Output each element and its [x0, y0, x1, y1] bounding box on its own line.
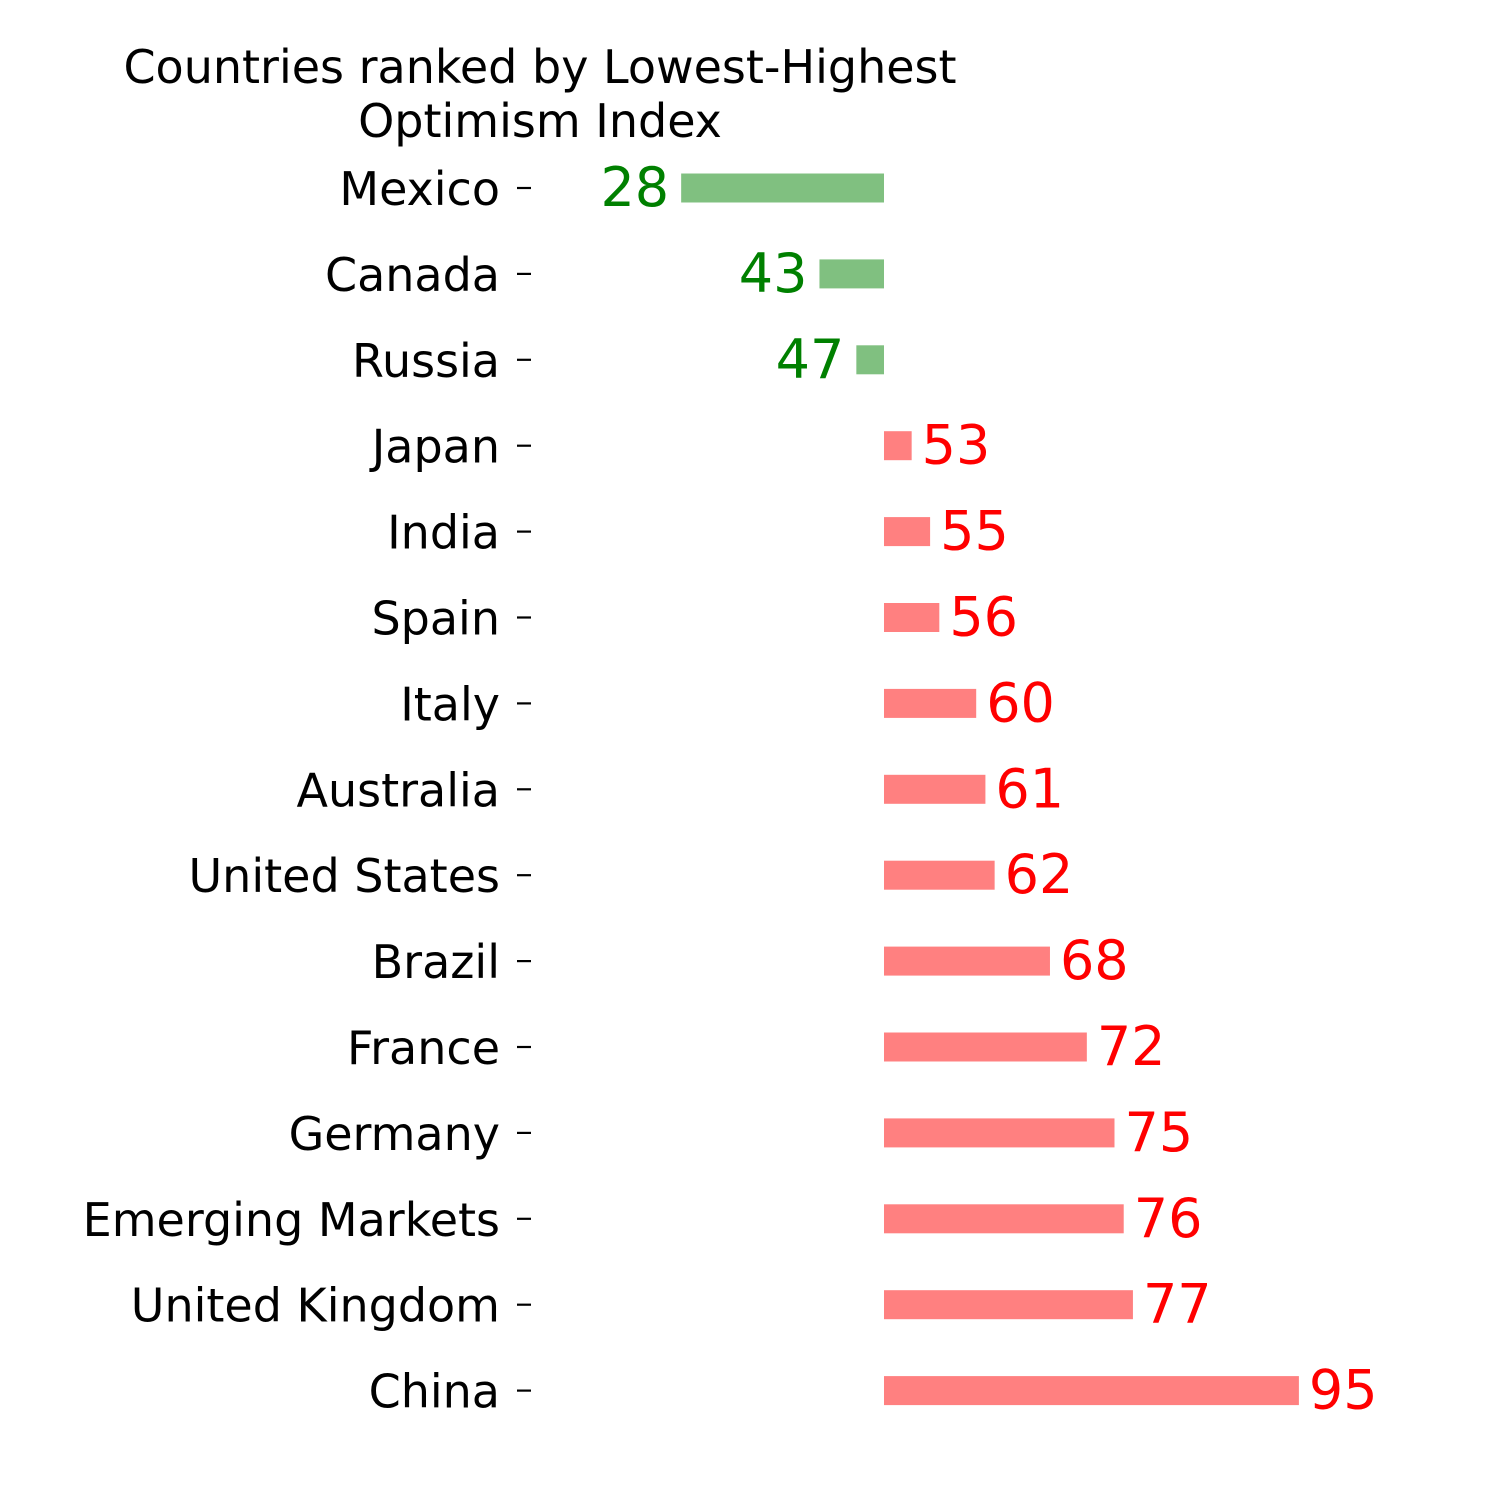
category-label-australia: Australia — [297, 763, 500, 817]
category-label-japan: Japan — [369, 420, 500, 474]
value-label-spain: 56 — [949, 586, 1018, 649]
bar-australia — [884, 774, 986, 804]
bar-germany — [884, 1118, 1115, 1148]
value-label-france: 72 — [1097, 1015, 1166, 1078]
category-label-emerging-markets: Emerging Markets — [83, 1193, 500, 1247]
bar-india — [884, 517, 931, 547]
category-label-russia: Russia — [352, 334, 500, 388]
chart-title-line-2: Optimism Index — [358, 94, 722, 148]
bar-china — [884, 1376, 1299, 1406]
value-label-china: 95 — [1309, 1359, 1378, 1422]
value-label-russia: 47 — [776, 328, 845, 391]
value-label-australia: 61 — [995, 757, 1064, 820]
bar-emerging-markets — [884, 1204, 1124, 1234]
value-label-emerging-markets: 76 — [1134, 1187, 1203, 1250]
category-label-france: France — [347, 1021, 500, 1075]
category-label-mexico: Mexico — [339, 162, 500, 216]
category-label-india: India — [387, 506, 500, 560]
bar-italy — [884, 688, 977, 718]
value-label-brazil: 68 — [1060, 929, 1129, 992]
category-label-italy: Italy — [400, 677, 500, 731]
category-label-germany: Germany — [289, 1107, 500, 1161]
value-label-india: 55 — [940, 500, 1009, 563]
category-label-united-kingdom: United Kingdom — [131, 1279, 500, 1333]
bar-mexico — [681, 173, 884, 203]
value-label-mexico: 28 — [600, 156, 669, 219]
category-label-canada: Canada — [325, 248, 500, 302]
value-label-united-states: 62 — [1005, 843, 1074, 906]
bar-japan — [884, 431, 912, 461]
value-label-united-kingdom: 77 — [1143, 1273, 1212, 1336]
value-label-japan: 53 — [922, 414, 991, 477]
bar-russia — [856, 345, 884, 375]
category-label-china: China — [369, 1365, 500, 1419]
bar-brazil — [884, 946, 1050, 976]
value-label-canada: 43 — [739, 242, 808, 305]
value-label-germany: 75 — [1125, 1101, 1194, 1164]
bar-united-kingdom — [884, 1290, 1133, 1320]
bar-canada — [819, 259, 884, 289]
category-label-brazil: Brazil — [372, 935, 500, 989]
chart-title-line-1: Countries ranked by Lowest-Highest — [123, 40, 957, 94]
chart-title: Countries ranked by Lowest-Highest Optim… — [0, 40, 1080, 148]
bar-united-states — [884, 860, 995, 890]
category-label-united-states: United States — [189, 849, 501, 903]
bar-spain — [884, 603, 940, 632]
value-label-italy: 60 — [986, 671, 1055, 734]
bar-france — [884, 1032, 1087, 1062]
category-label-spain: Spain — [371, 592, 500, 646]
